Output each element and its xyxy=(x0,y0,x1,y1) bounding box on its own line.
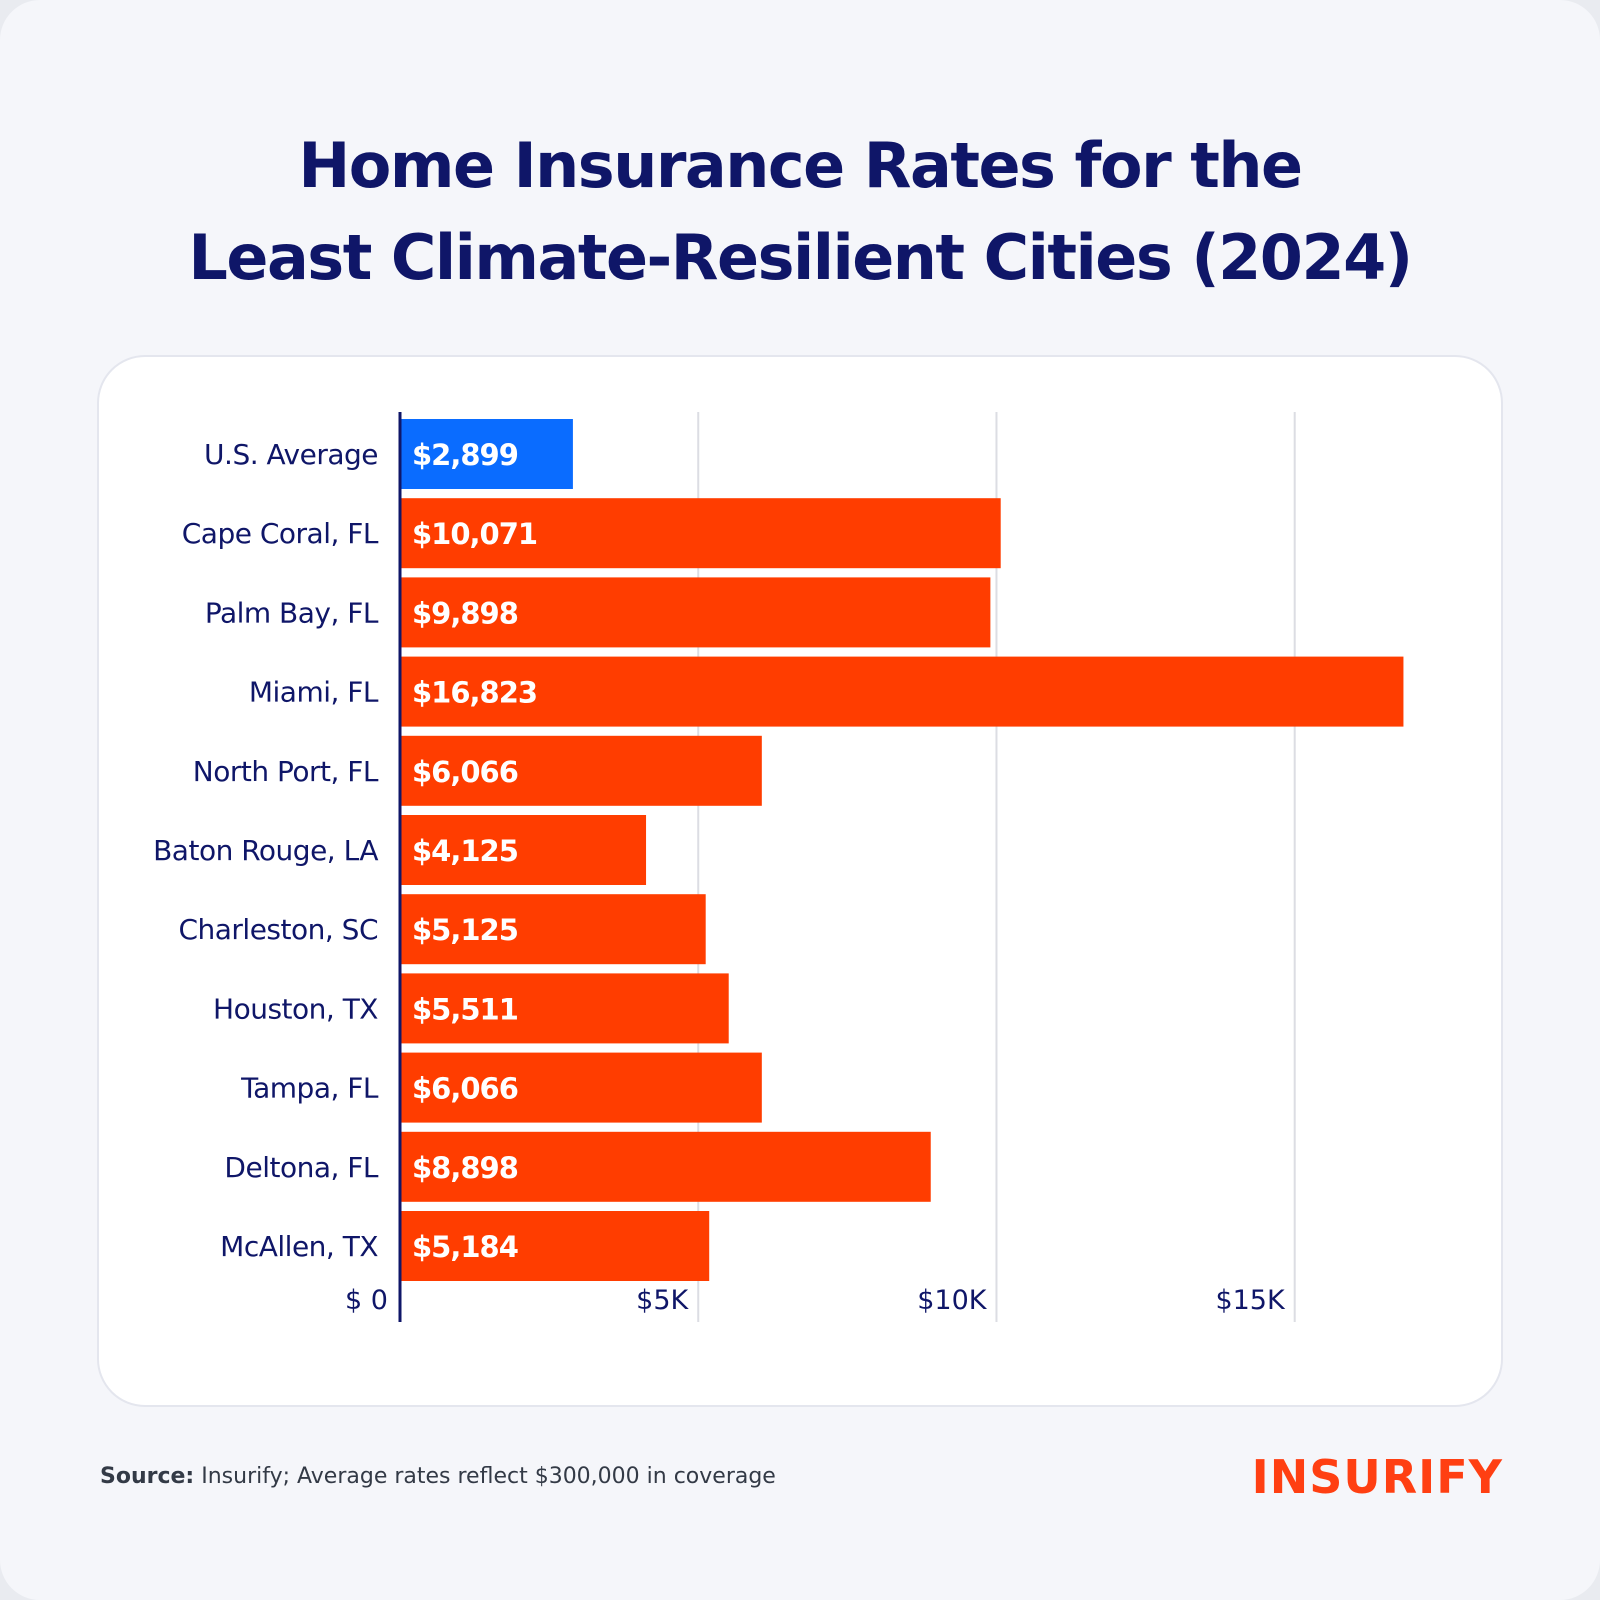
category-label-6: Charleston, SC xyxy=(178,913,378,946)
bar-value-label-7: $5,511 xyxy=(412,992,518,1026)
category-label-3: Miami, FL xyxy=(249,676,379,709)
bar-value-label-5: $4,125 xyxy=(412,834,518,868)
category-label-7: Houston, TX xyxy=(213,992,378,1025)
category-label-5: Baton Rouge, LA xyxy=(153,834,378,867)
bar-value-label-3: $16,823 xyxy=(412,676,537,710)
category-label-2: Palm Bay, FL xyxy=(205,596,379,629)
category-label-8: Tampa, FL xyxy=(240,1072,379,1105)
bar-6 xyxy=(400,894,706,965)
bar-value-label-2: $9,898 xyxy=(412,596,518,630)
chart-title: Home Insurance Rates for the Least Clima… xyxy=(0,120,1600,304)
bar-9 xyxy=(400,1131,931,1202)
x-tick-label-1: $5K xyxy=(636,1285,689,1316)
source-label: Source: xyxy=(100,1464,195,1489)
bar-value-label-8: $6,066 xyxy=(412,1072,518,1106)
bar-value-label-10: $5,184 xyxy=(412,1230,518,1264)
bar-value-label-1: $10,071 xyxy=(412,517,537,551)
bar-0 xyxy=(400,419,573,489)
bar-3 xyxy=(400,656,1404,727)
bar-chart: $2,899 U.S. Average $10,071 Cape Coral, FL $… xyxy=(153,412,1404,1322)
bar-1 xyxy=(400,498,1001,569)
bar-8 xyxy=(400,1052,762,1123)
title-line-1: Home Insurance Rates for the xyxy=(298,129,1303,202)
chart-card: $2,899 U.S. Average $10,071 Cape Coral, FL $… xyxy=(97,355,1503,1407)
category-label-10: McAllen, TX xyxy=(220,1230,378,1263)
x-tick-label-0: $ 0 xyxy=(345,1285,388,1316)
insurify-logo: INSURIFY xyxy=(1251,1450,1503,1504)
bar-4 xyxy=(400,735,762,806)
bar-10 xyxy=(400,1211,710,1281)
category-label-0: U.S. Average xyxy=(204,438,378,471)
bar-value-label-9: $8,898 xyxy=(412,1151,518,1185)
source-note: Source: Insurify; Average rates reflect … xyxy=(100,1464,776,1489)
bar-7 xyxy=(400,973,729,1044)
bar-value-label-0: $2,899 xyxy=(412,438,518,472)
bar-value-label-4: $6,066 xyxy=(412,755,518,789)
bar-5 xyxy=(400,815,647,885)
x-tick-label-2: $10K xyxy=(917,1285,988,1316)
x-tick-label-3: $15K xyxy=(1215,1285,1286,1316)
source-text: Insurify; Average rates reflect $300,000… xyxy=(201,1464,776,1489)
bar-value-label-6: $5,125 xyxy=(412,913,518,947)
title-line-2: Least Climate-Resilient Cities (2024) xyxy=(188,221,1413,294)
category-label-4: North Port, FL xyxy=(193,755,379,788)
category-label-1: Cape Coral, FL xyxy=(182,517,379,550)
bar-2 xyxy=(400,577,991,648)
category-label-9: Deltona, FL xyxy=(224,1151,378,1184)
